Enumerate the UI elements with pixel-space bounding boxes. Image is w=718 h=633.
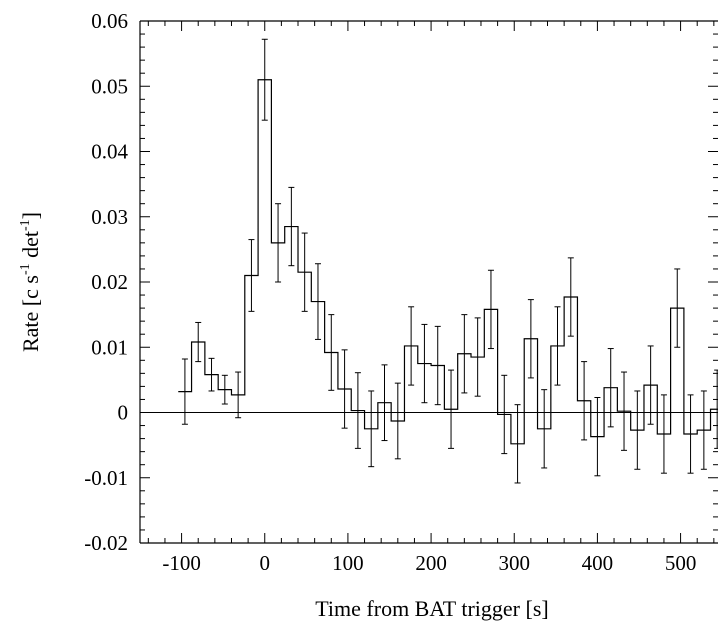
- y-tick-label: -0.01: [84, 466, 128, 490]
- error-bar: [341, 349, 348, 429]
- error-bar: [567, 257, 574, 337]
- error-bar: [195, 321, 202, 363]
- y-tick-label: 0.01: [91, 335, 128, 359]
- y-tick-label: 0: [118, 401, 129, 425]
- error-bar: [514, 404, 521, 484]
- error-bar: [607, 348, 614, 428]
- error-bar: [487, 269, 494, 350]
- error-bar: [368, 390, 375, 468]
- x-tick-label: 200: [415, 551, 447, 575]
- x-tick-labels: -100 0 100 200 300 400 500: [162, 551, 696, 575]
- error-bar: [221, 374, 228, 405]
- y-tick-label: 0.02: [91, 270, 128, 294]
- error-bar: [434, 325, 441, 406]
- error-bar: [554, 306, 561, 386]
- error-bar: [328, 314, 335, 391]
- y-axis-label-part: ]: [18, 212, 43, 219]
- error-bar: [474, 317, 481, 397]
- y-axis-label-part: det: [18, 231, 43, 263]
- error-bar: [581, 361, 588, 441]
- x-axis-label: Time from BAT trigger [s]: [315, 596, 548, 621]
- error-bar: [660, 394, 667, 474]
- y-tick-label: 0.04: [91, 140, 128, 164]
- error-bar: [647, 345, 654, 425]
- plot-frame: [139, 20, 718, 544]
- error-bar: [181, 358, 188, 425]
- error-bar: [288, 186, 295, 267]
- error-bar: [421, 323, 428, 404]
- error-bar: [354, 372, 361, 449]
- error-bar: [714, 369, 718, 449]
- y-axis-label-superscript: -1: [18, 263, 33, 275]
- error-bar: [621, 371, 628, 451]
- data-series: [178, 38, 718, 484]
- error-bar: [700, 390, 707, 470]
- error-bar: [408, 306, 415, 386]
- error-bar: [634, 390, 641, 470]
- y-axis-label-superscript: -1: [18, 219, 33, 231]
- y-axis-label-part: Rate [c s: [18, 275, 43, 352]
- y-tick-label: 0.03: [91, 205, 128, 229]
- error-bar: [235, 371, 242, 419]
- error-bar: [314, 263, 321, 340]
- error-bar: [208, 357, 215, 392]
- x-tick-label: 0: [259, 551, 270, 575]
- error-bar: [381, 364, 388, 442]
- error-bar: [261, 38, 268, 121]
- error-bar: [301, 232, 308, 312]
- axis-ticks: [140, 20, 718, 544]
- error-bar: [461, 314, 468, 394]
- y-axis-label: Rate [c s-1 det-1]: [18, 212, 43, 352]
- error-bar: [687, 394, 694, 474]
- x-tick-label: -100: [162, 551, 201, 575]
- y-tick-labels: -0.02 -0.01 0 0.01 0.02 0.03 0.04 0.05 0.06: [84, 9, 128, 555]
- x-tick-label: 100: [332, 551, 364, 575]
- y-tick-label: -0.02: [84, 531, 128, 555]
- x-tick-label: 300: [498, 551, 530, 575]
- error-bar: [674, 268, 681, 348]
- error-bar: [448, 369, 455, 449]
- y-tick-label: 0.05: [91, 74, 128, 98]
- error-bar: [248, 239, 255, 312]
- error-bar: [275, 203, 282, 283]
- x-tick-label: 400: [582, 551, 614, 575]
- x-tick-label: 500: [665, 551, 697, 575]
- error-bar: [527, 299, 534, 379]
- histogram-step-line: [178, 79, 718, 445]
- error-bar: [541, 389, 548, 469]
- error-bar: [594, 396, 601, 477]
- error-bar: [394, 382, 401, 460]
- error-bar: [501, 374, 508, 455]
- y-tick-label: 0.06: [91, 9, 128, 33]
